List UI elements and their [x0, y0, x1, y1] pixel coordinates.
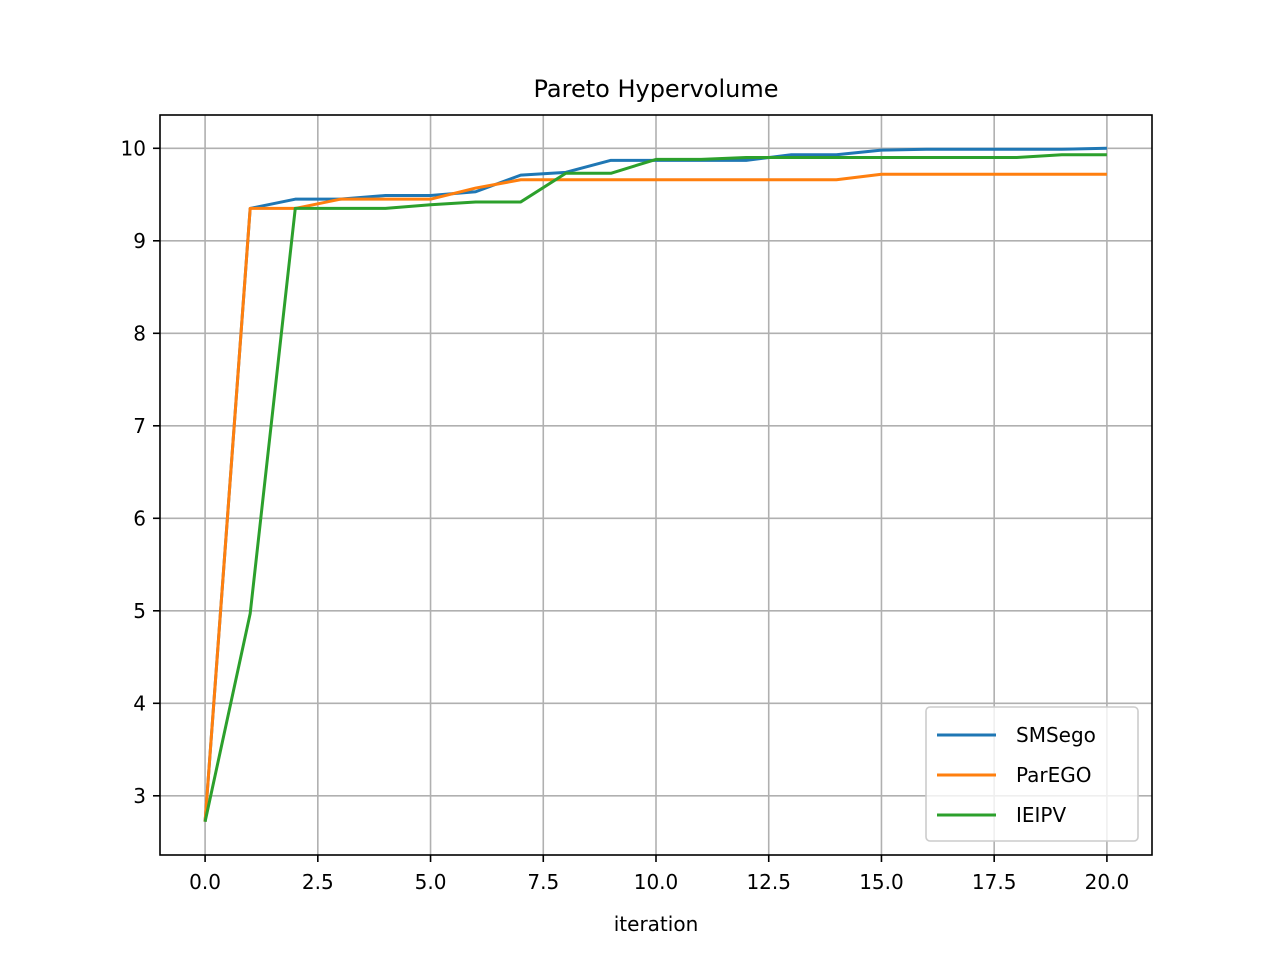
x-tick-label: 12.5 — [746, 870, 791, 894]
y-tick-label: 4 — [133, 691, 146, 715]
y-tick-label: 6 — [133, 506, 146, 530]
y-tick-label: 7 — [133, 414, 146, 438]
x-axis-label: iteration — [614, 912, 699, 936]
x-tick-label: 15.0 — [859, 870, 904, 894]
y-tick-label: 5 — [133, 599, 146, 623]
series-line-ieipv — [203, 153, 1107, 823]
series-line-parego — [203, 172, 1107, 822]
y-tick-label: 10 — [121, 136, 146, 160]
x-tick-label: 2.5 — [302, 870, 334, 894]
y-tick-label: 3 — [133, 784, 146, 808]
legend-label-parego: ParEGO — [1016, 763, 1092, 787]
y-tick-label: 9 — [133, 229, 146, 253]
y-tick-label: 8 — [133, 321, 146, 345]
series-lines — [203, 146, 1107, 823]
x-tick-label: 17.5 — [972, 870, 1017, 894]
legend: SMSego ParEGO IEIPV — [925, 706, 1139, 842]
legend-label-smsego: SMSego — [1016, 723, 1096, 747]
legend-box — [925, 706, 1139, 842]
axis-ticks: 0.0 2.5 5.0 7.5 10.0 12.5 15.0 17.5 20.0 3 4 5 6 7 8 9 1… — [121, 136, 1130, 894]
chart-title: Pareto Hypervolume — [534, 75, 779, 103]
x-tick-label: 7.5 — [527, 870, 559, 894]
x-tick-label: 0.0 — [189, 870, 221, 894]
x-tick-label: 10.0 — [634, 870, 679, 894]
legend-label-ieipv: IEIPV — [1016, 803, 1066, 827]
x-tick-label: 5.0 — [415, 870, 447, 894]
x-tick-label: 20.0 — [1085, 870, 1130, 894]
